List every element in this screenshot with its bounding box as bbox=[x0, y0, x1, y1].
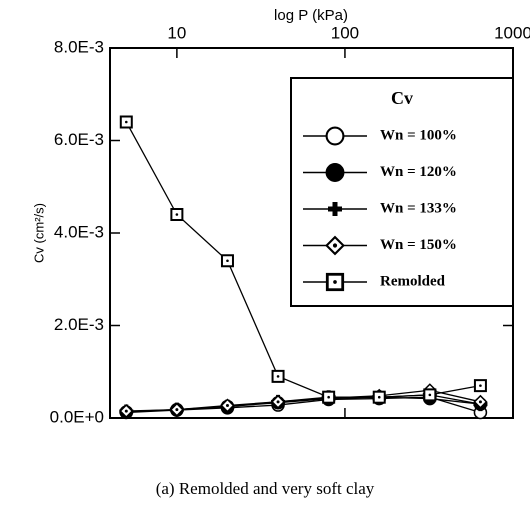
marker bbox=[325, 163, 345, 182]
marker-dot bbox=[225, 404, 229, 408]
y-tick-label: 0.0E+0 bbox=[50, 407, 104, 426]
series-line bbox=[126, 389, 481, 412]
marker-dot bbox=[276, 400, 280, 404]
marker bbox=[473, 394, 488, 409]
marker bbox=[328, 202, 342, 216]
marker bbox=[220, 254, 234, 268]
caption: (a) Remolded and very soft clay bbox=[156, 479, 375, 498]
legend-box bbox=[290, 77, 514, 307]
marker-dot bbox=[332, 243, 338, 248]
marker-dot bbox=[333, 280, 337, 284]
marker bbox=[372, 390, 386, 404]
legend-label: Wn = 100% bbox=[380, 127, 457, 143]
marker-dot bbox=[479, 384, 482, 387]
legend-title: Cv bbox=[391, 88, 413, 108]
marker-dot bbox=[226, 259, 229, 263]
y-tick-label: 8.0E-3 bbox=[54, 37, 104, 56]
marker bbox=[423, 388, 437, 402]
marker-dot bbox=[478, 400, 482, 404]
marker bbox=[271, 394, 286, 409]
legend-label: Wn = 120% bbox=[380, 164, 457, 180]
x-tick-label: 100 bbox=[331, 23, 359, 42]
y-tick-label: 2.0E-3 bbox=[54, 315, 104, 334]
marker bbox=[322, 390, 336, 404]
marker-dot bbox=[276, 375, 280, 378]
marker bbox=[271, 369, 285, 383]
marker bbox=[169, 402, 184, 417]
series-line bbox=[125, 121, 481, 398]
legend-label: Remolded bbox=[380, 273, 446, 289]
marker bbox=[325, 272, 345, 292]
x-axis-label: log P (kPa) bbox=[274, 7, 348, 24]
marker-dot bbox=[175, 213, 179, 216]
marker-dot bbox=[327, 395, 330, 399]
marker-dot bbox=[124, 120, 128, 124]
x-tick-label: 10 bbox=[167, 23, 186, 42]
marker-dot bbox=[175, 408, 179, 412]
legend-label: Wn = 150% bbox=[380, 237, 457, 253]
marker bbox=[325, 126, 345, 146]
y-tick-label: 6.0E-3 bbox=[54, 130, 104, 149]
marker bbox=[119, 115, 133, 129]
y-axis-label: Cv (cm²/s) bbox=[31, 203, 46, 263]
marker-dot bbox=[124, 409, 128, 413]
marker bbox=[473, 379, 487, 393]
marker bbox=[170, 208, 184, 221]
marker bbox=[325, 235, 345, 256]
y-tick-label: 4.0E-3 bbox=[54, 222, 104, 241]
x-tick-label: 1000 bbox=[494, 23, 530, 42]
marker-dot bbox=[428, 393, 432, 397]
marker bbox=[220, 398, 235, 413]
legend-label: Wn = 133% bbox=[380, 200, 457, 216]
marker-dot bbox=[377, 395, 381, 399]
marker bbox=[119, 404, 134, 419]
